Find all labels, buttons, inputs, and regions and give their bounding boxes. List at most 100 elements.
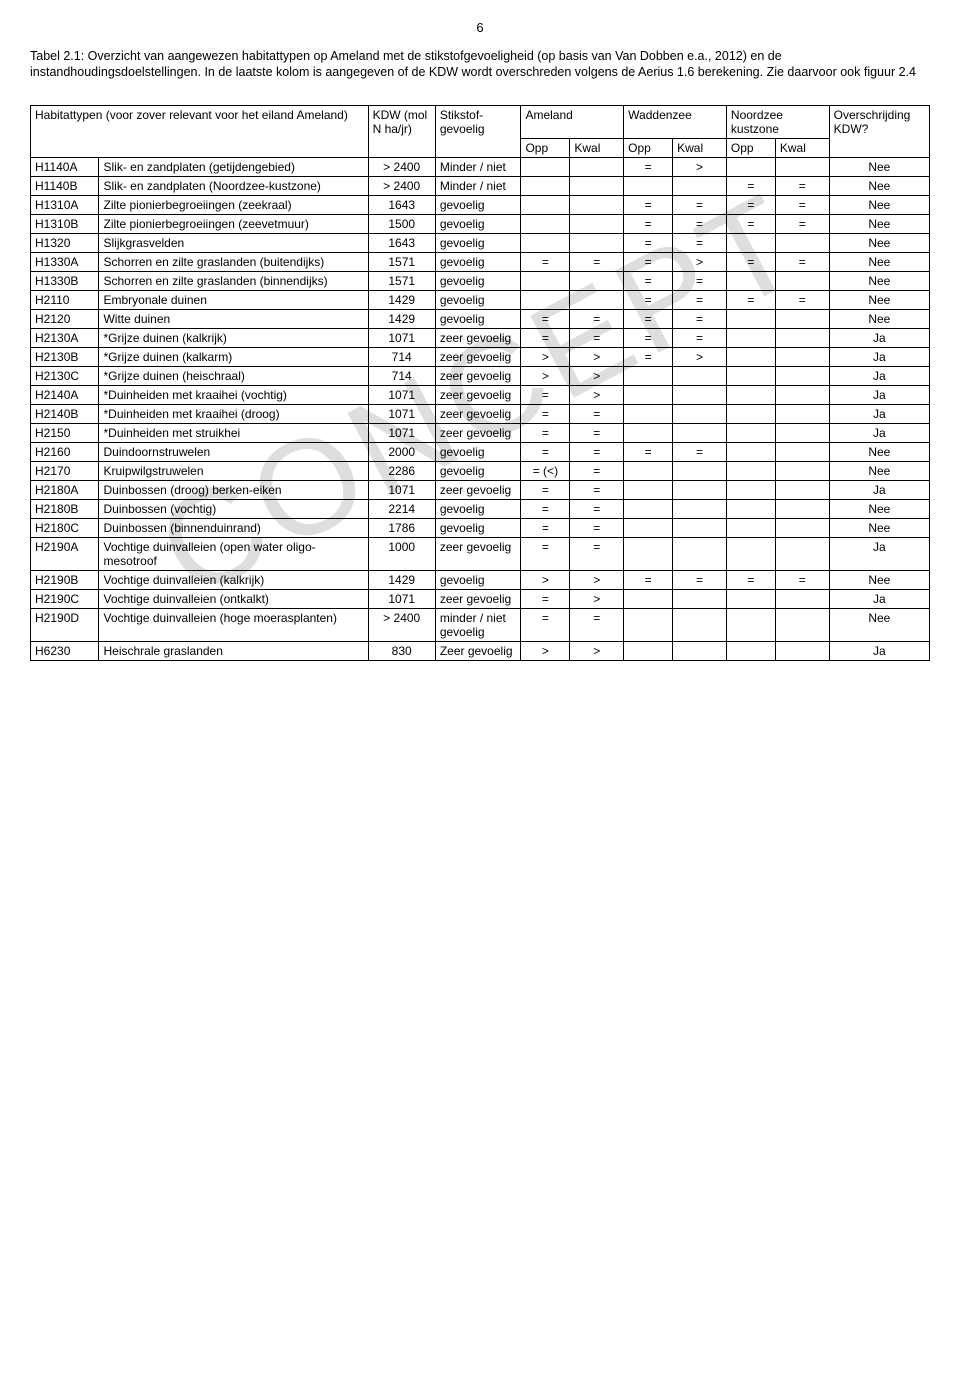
cell-name: *Grijze duinen (kalkarm) — [99, 348, 368, 367]
cell-over: Nee — [829, 443, 929, 462]
cell-name: Kruipwilgstruwelen — [99, 462, 368, 481]
cell-name: Duinbossen (binnenduinrand) — [99, 519, 368, 538]
table-row: H1310AZilte pionierbegroeiingen (zeekraa… — [31, 196, 930, 215]
cell-w_opp — [624, 405, 673, 424]
cell-name: Vochtige duinvalleien (kalkrijk) — [99, 571, 368, 590]
col-over: Overschrijding KDW? — [829, 106, 929, 158]
cell-code: H2140A — [31, 386, 99, 405]
cell-over: Nee — [829, 519, 929, 538]
cell-n_kwal — [775, 424, 829, 443]
cell-name: Schorren en zilte graslanden (buitendijk… — [99, 253, 368, 272]
cell-w_kwal: = — [673, 571, 727, 590]
cell-sens: gevoelig — [435, 196, 521, 215]
cell-sens: zeer gevoelig — [435, 348, 521, 367]
cell-sens: gevoelig — [435, 571, 521, 590]
cell-over: Ja — [829, 386, 929, 405]
table-row: H2140A*Duinheiden met kraaihei (vochtig)… — [31, 386, 930, 405]
cell-a_kwal: = — [570, 519, 624, 538]
cell-over: Nee — [829, 500, 929, 519]
cell-n_opp — [726, 272, 775, 291]
table-row: H2140B*Duinheiden met kraaihei (droog)10… — [31, 405, 930, 424]
cell-kdw: 1429 — [368, 310, 435, 329]
cell-name: Vochtige duinvalleien (hoge moerasplante… — [99, 609, 368, 642]
cell-a_opp: = — [521, 481, 570, 500]
cell-a_opp — [521, 158, 570, 177]
cell-a_opp: = — [521, 443, 570, 462]
cell-kdw: 2286 — [368, 462, 435, 481]
cell-a_opp — [521, 177, 570, 196]
cell-over: Nee — [829, 609, 929, 642]
cell-w_kwal — [673, 405, 727, 424]
cell-w_kwal: = — [673, 443, 727, 462]
cell-kdw: 1571 — [368, 272, 435, 291]
cell-a_opp — [521, 272, 570, 291]
cell-a_kwal — [570, 215, 624, 234]
cell-a_kwal: = — [570, 481, 624, 500]
cell-a_kwal — [570, 196, 624, 215]
cell-code: H1310A — [31, 196, 99, 215]
cell-n_kwal: = — [775, 253, 829, 272]
cell-n_kwal: = — [775, 177, 829, 196]
cell-n_opp — [726, 443, 775, 462]
cell-a_kwal: = — [570, 462, 624, 481]
table-row: H2110Embryonale duinen1429gevoelig====Ne… — [31, 291, 930, 310]
cell-name: Zilte pionierbegroeiingen (zeevetmuur) — [99, 215, 368, 234]
cell-a_opp: = — [521, 519, 570, 538]
cell-n_opp: = — [726, 215, 775, 234]
cell-code: H1310B — [31, 215, 99, 234]
cell-code: H2110 — [31, 291, 99, 310]
cell-sens: zeer gevoelig — [435, 405, 521, 424]
cell-a_opp: = (<) — [521, 462, 570, 481]
cell-a_kwal — [570, 177, 624, 196]
cell-code: H1140A — [31, 158, 99, 177]
cell-n_opp: = — [726, 177, 775, 196]
cell-a_opp: = — [521, 310, 570, 329]
col-w-opp: Opp — [624, 139, 673, 158]
cell-a_opp — [521, 196, 570, 215]
cell-over: Ja — [829, 367, 929, 386]
cell-n_opp — [726, 386, 775, 405]
cell-n_kwal — [775, 234, 829, 253]
cell-w_opp: = — [624, 158, 673, 177]
cell-code: H2190D — [31, 609, 99, 642]
cell-name: Zilte pionierbegroeiingen (zeekraal) — [99, 196, 368, 215]
cell-n_opp — [726, 500, 775, 519]
cell-sens: zeer gevoelig — [435, 538, 521, 571]
cell-n_opp — [726, 481, 775, 500]
cell-sens: gevoelig — [435, 291, 521, 310]
cell-w_opp: = — [624, 253, 673, 272]
cell-name: Schorren en zilte graslanden (binnendijk… — [99, 272, 368, 291]
cell-sens: Zeer gevoelig — [435, 642, 521, 661]
cell-n_opp: = — [726, 196, 775, 215]
cell-a_opp: = — [521, 386, 570, 405]
cell-sens: zeer gevoelig — [435, 367, 521, 386]
cell-w_kwal: > — [673, 348, 727, 367]
cell-w_opp: = — [624, 215, 673, 234]
cell-n_opp — [726, 158, 775, 177]
cell-w_kwal: = — [673, 215, 727, 234]
cell-w_kwal — [673, 177, 727, 196]
cell-kdw: 1643 — [368, 196, 435, 215]
cell-w_kwal — [673, 367, 727, 386]
cell-sens: zeer gevoelig — [435, 424, 521, 443]
cell-n_kwal — [775, 443, 829, 462]
col-n-opp: Opp — [726, 139, 775, 158]
cell-n_kwal — [775, 367, 829, 386]
cell-a_opp: = — [521, 253, 570, 272]
cell-n_kwal — [775, 609, 829, 642]
cell-n_opp — [726, 642, 775, 661]
cell-a_opp: = — [521, 405, 570, 424]
cell-a_kwal — [570, 158, 624, 177]
cell-a_kwal: > — [570, 386, 624, 405]
cell-n_opp — [726, 609, 775, 642]
cell-w_opp: = — [624, 348, 673, 367]
cell-sens: gevoelig — [435, 215, 521, 234]
cell-w_opp: = — [624, 196, 673, 215]
cell-n_kwal — [775, 405, 829, 424]
cell-name: *Duinheiden met kraaihei (vochtig) — [99, 386, 368, 405]
cell-code: H2180A — [31, 481, 99, 500]
cell-w_kwal: = — [673, 272, 727, 291]
cell-w_kwal: = — [673, 234, 727, 253]
table-row: H1140ASlik- en zandplaten (getijdengebie… — [31, 158, 930, 177]
cell-kdw: 1071 — [368, 386, 435, 405]
